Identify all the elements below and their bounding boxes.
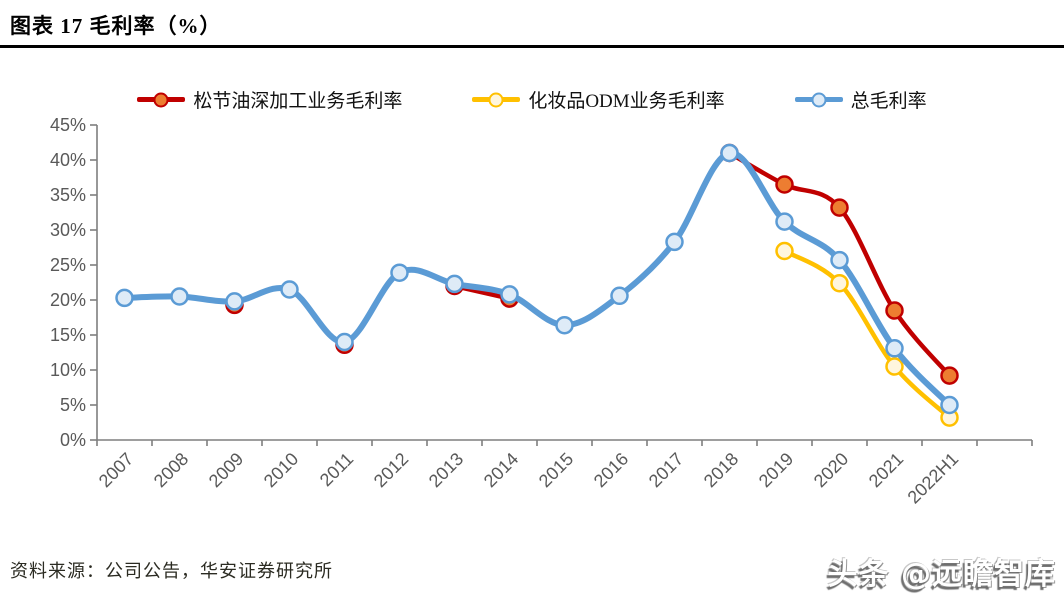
svg-text:2014: 2014 <box>480 449 522 491</box>
svg-text:40%: 40% <box>50 150 86 170</box>
legend-line-marker-yellow <box>472 92 521 107</box>
svg-text:2019: 2019 <box>755 449 797 491</box>
legend-line-marker-blue <box>794 92 843 107</box>
watermark: 头条 @远瞻智库 <box>827 557 1056 592</box>
svg-text:2018: 2018 <box>700 449 742 491</box>
svg-text:2008: 2008 <box>150 449 192 491</box>
chart-legend: 松节油深加工业务毛利率 化妆品ODM业务毛利率 总毛利率 <box>0 86 1064 113</box>
legend-dot-icon <box>153 92 169 107</box>
svg-text:2011: 2011 <box>316 449 358 491</box>
svg-text:2015: 2015 <box>535 449 577 491</box>
svg-text:2009: 2009 <box>205 449 247 491</box>
legend-label: 松节油深加工业务毛利率 <box>193 91 403 112</box>
svg-text:2007: 2007 <box>95 449 137 491</box>
page-title: 图表 17 毛利率（%） <box>10 14 222 38</box>
svg-text:20%: 20% <box>50 290 86 310</box>
legend-line-marker-red <box>137 92 186 107</box>
svg-text:35%: 35% <box>50 185 86 205</box>
svg-text:2017: 2017 <box>645 449 687 491</box>
svg-text:2016: 2016 <box>590 449 632 491</box>
svg-text:2022H1: 2022H1 <box>904 449 963 508</box>
svg-text:2021: 2021 <box>865 449 907 491</box>
legend-item-cosmetics-odm: 化妆品ODM业务毛利率 <box>472 86 725 113</box>
svg-text:30%: 30% <box>50 220 86 240</box>
svg-text:5%: 5% <box>60 395 86 415</box>
legend-item-turpentine: 松节油深加工业务毛利率 <box>137 86 402 113</box>
title-underline <box>0 45 1064 48</box>
svg-text:2012: 2012 <box>370 449 412 491</box>
legend-dot-icon <box>488 92 504 107</box>
source-note: 资料来源：公司公告，华安证券研究所 <box>10 561 333 581</box>
svg-text:45%: 45% <box>50 115 86 135</box>
svg-text:25%: 25% <box>50 255 86 275</box>
legend-item-total: 总毛利率 <box>794 86 927 113</box>
svg-text:10%: 10% <box>50 360 86 380</box>
legend-label: 总毛利率 <box>850 91 927 112</box>
legend-dot-icon <box>811 92 827 107</box>
svg-text:15%: 15% <box>50 325 86 345</box>
svg-text:2013: 2013 <box>425 449 467 491</box>
legend-label: 化妆品ODM业务毛利率 <box>528 91 725 112</box>
svg-text:0%: 0% <box>60 430 86 450</box>
svg-text:2010: 2010 <box>260 449 302 491</box>
svg-text:2020: 2020 <box>810 449 852 491</box>
